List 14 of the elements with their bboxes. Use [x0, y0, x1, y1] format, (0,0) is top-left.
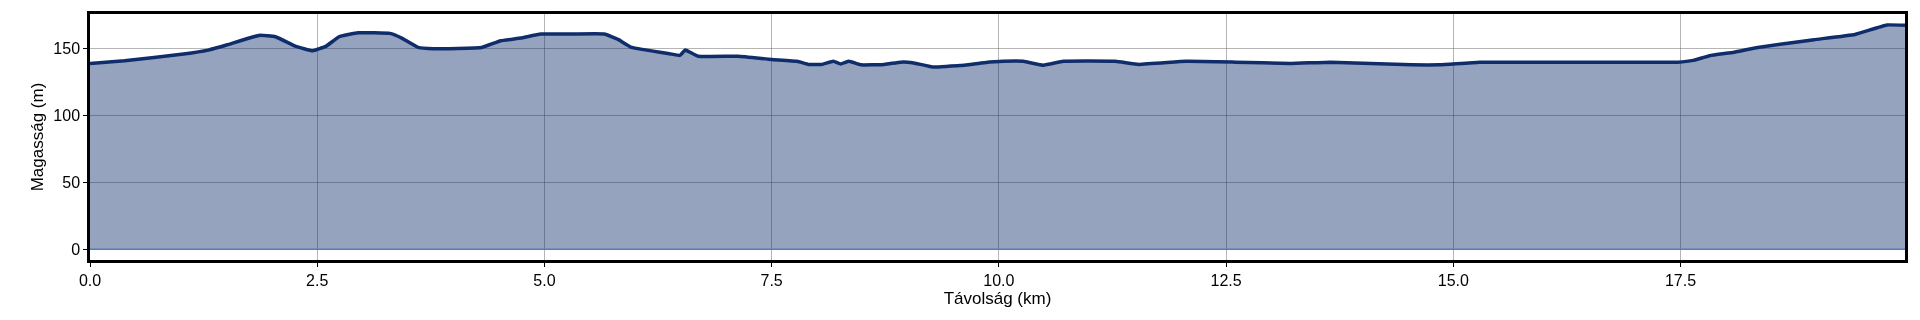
- x-tick-label: 10.0: [983, 271, 1015, 289]
- x-tick-label: 15.0: [1437, 271, 1469, 289]
- x-axis-title: Távolság (km): [943, 288, 1052, 308]
- x-tick-label: 5.0: [533, 271, 556, 289]
- y-axis-title: Magasság (m): [27, 82, 47, 192]
- y-tick-label: 0: [71, 240, 81, 258]
- x-tick-label: 12.5: [1210, 271, 1242, 289]
- x-tick-label: 0.0: [78, 271, 102, 289]
- y-tick-label: 150: [53, 40, 81, 58]
- x-tick-label: 2.5: [306, 271, 329, 289]
- x-tick-label: 7.5: [760, 271, 783, 289]
- y-tick-label: 50: [62, 174, 81, 192]
- y-tick-label: 100: [53, 107, 81, 125]
- x-tick-label: 17.5: [1664, 271, 1697, 289]
